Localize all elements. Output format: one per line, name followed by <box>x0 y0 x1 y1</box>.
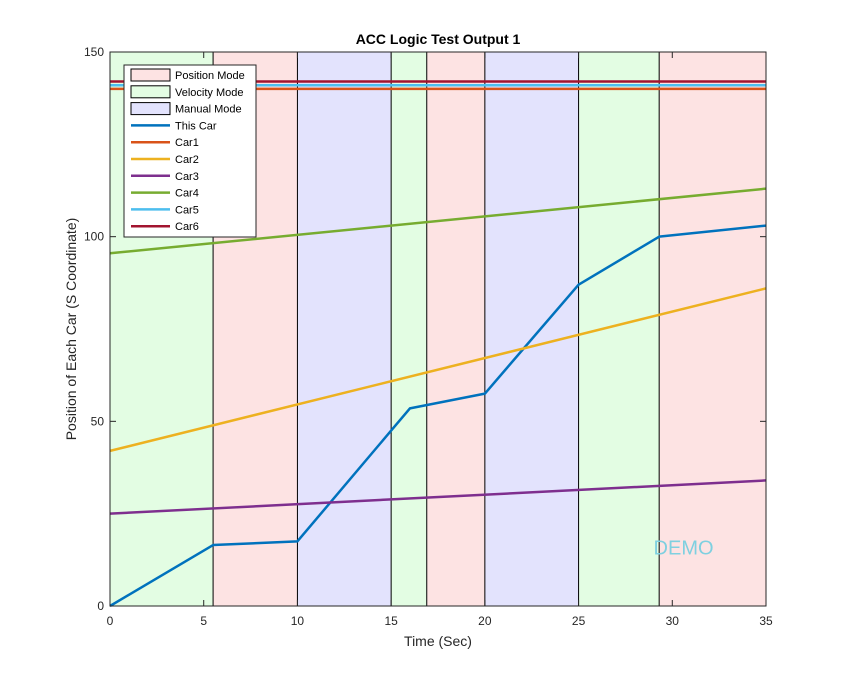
plot-area-frame <box>109 51 767 607</box>
mode-region-manual-mode-2 <box>297 52 392 606</box>
legend-label-car1: Car1 <box>175 137 199 149</box>
legend: Position Mode Velocity Mode Manual Mode Thi… <box>123 64 257 238</box>
x-tick-label-0: 0 <box>107 614 114 628</box>
mode-regions <box>110 52 766 606</box>
legend-label-manual-mode: Manual Mode <box>175 104 242 116</box>
mode-region-position-mode-7 <box>659 52 766 606</box>
y-tick-label-50: 50 <box>91 414 105 428</box>
legend-label-car3: Car3 <box>175 171 199 183</box>
legend-swatch-position-mode <box>130 68 171 82</box>
legend-label-car5: Car5 <box>175 204 199 216</box>
watermark-demo: DEMO <box>654 537 714 559</box>
mode-region-position-mode-4 <box>426 52 485 606</box>
y-tick-label-0: 0 <box>97 599 104 613</box>
chart-annotations: DEMO <box>654 537 714 559</box>
x-tick-label-15: 15 <box>384 614 398 628</box>
chart-title: ACC Logic Test Output 1 <box>356 31 521 47</box>
x-axis-ticks: 0 5 10 15 20 25 30 35 <box>107 52 773 628</box>
legend-swatch-manual-mode <box>130 102 171 116</box>
x-axis-label: Time (Sec) <box>404 633 472 649</box>
x-tick-label-35: 35 <box>759 614 773 628</box>
legend-label-position-mode: Position Mode <box>175 70 245 82</box>
x-tick-label-5: 5 <box>200 614 207 628</box>
x-tick-label-10: 10 <box>291 614 305 628</box>
x-tick-label-25: 25 <box>572 614 586 628</box>
mode-region-velocity-mode-3 <box>391 52 427 606</box>
y-axis-label: Position of Each Car (S Coordinate) <box>63 218 79 441</box>
y-axis-ticks: 0 50 100 150 <box>84 45 766 613</box>
mode-region-manual-mode-5 <box>484 52 579 606</box>
series-line-car4 <box>109 187 767 255</box>
series-line-this-car <box>109 224 767 608</box>
x-tick-label-30: 30 <box>666 614 680 628</box>
x-tick-label-20: 20 <box>478 614 492 628</box>
series-line-car2 <box>109 287 767 453</box>
legend-label-car2: Car2 <box>175 154 199 166</box>
legend-label-car4: Car4 <box>175 188 199 200</box>
legend-label-velocity-mode: Velocity Mode <box>175 87 243 99</box>
legend-label-this-car: This Car <box>175 120 217 132</box>
y-tick-label-150: 150 <box>84 45 104 59</box>
legend-label-car6: Car6 <box>175 221 199 233</box>
y-tick-label-100: 100 <box>84 230 104 244</box>
series-line-car3 <box>109 479 767 515</box>
mode-region-velocity-mode-6 <box>578 52 660 606</box>
legend-swatch-velocity-mode <box>130 85 171 99</box>
